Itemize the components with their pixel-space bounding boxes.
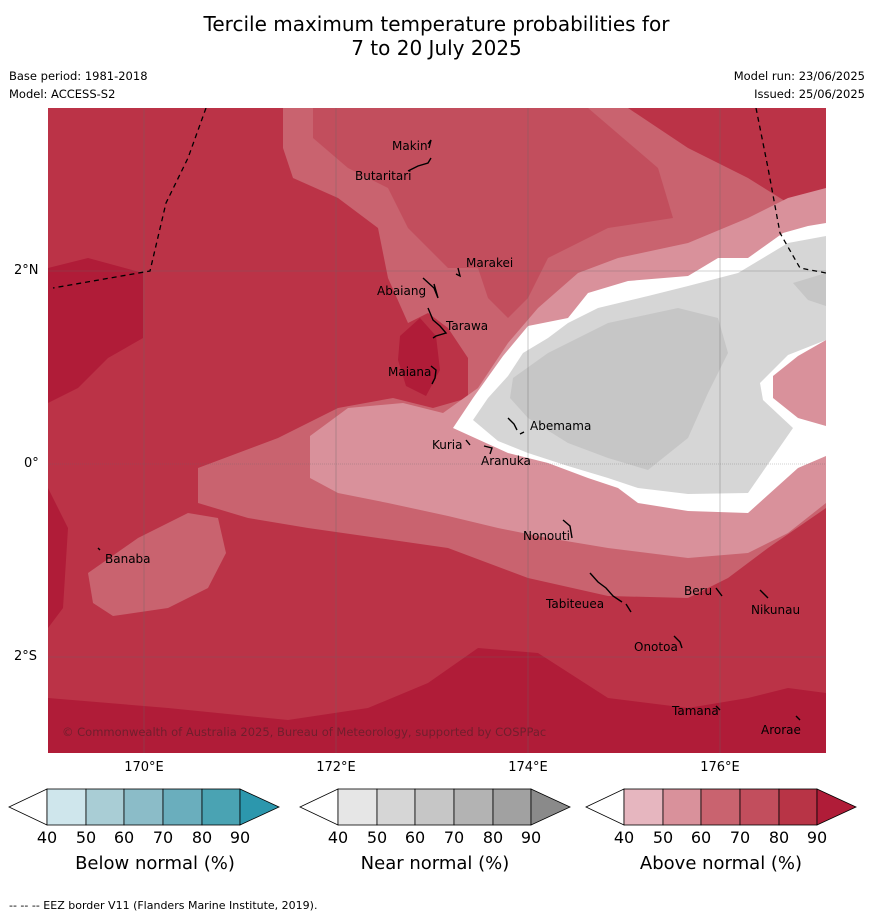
cb-below-swatch-2 bbox=[85, 788, 125, 826]
cb-near-tick-40: 40 bbox=[327, 828, 349, 847]
cb-near-swatch-3 bbox=[414, 788, 455, 826]
island-label-nonouti: Nonouti bbox=[523, 529, 570, 543]
cb-below-swatch-6 bbox=[239, 788, 280, 826]
cb-above-tick-50: 50 bbox=[652, 828, 674, 847]
above-70-patch-banaba bbox=[88, 513, 226, 616]
eez-footer-note: -- -- -- EEZ border V11 (Flanders Marine… bbox=[9, 899, 318, 912]
cb-near-tick-80: 80 bbox=[482, 828, 504, 847]
above-90-region-south bbox=[48, 648, 826, 753]
island-label-nikunau: Nikunau bbox=[751, 603, 800, 617]
above-80-inset bbox=[313, 108, 673, 318]
lon-label-172e: 172°E bbox=[316, 760, 356, 775]
cb-near-swatch-4 bbox=[453, 788, 494, 826]
gridlines bbox=[48, 108, 826, 753]
title-line-2: 7 to 20 July 2025 bbox=[351, 36, 522, 60]
island-label-aranuka: Aranuka bbox=[481, 454, 531, 468]
colorbar-near-normal bbox=[299, 788, 571, 826]
near-normal-high-region-ne bbox=[793, 273, 826, 306]
island-label-abaiang: Abaiang bbox=[377, 284, 426, 298]
cb-above-swatch-6 bbox=[816, 788, 857, 826]
cb-above-swatch-3 bbox=[700, 788, 741, 826]
cb-below-swatch-3 bbox=[123, 788, 164, 826]
island-label-kuria: Kuria bbox=[432, 438, 463, 452]
lon-label-176e: 176°E bbox=[700, 760, 740, 775]
island-label-maiana: Maiana bbox=[388, 365, 431, 379]
base-period: Base period: 1981-2018 bbox=[9, 69, 148, 83]
cb-above-tick-90: 90 bbox=[806, 828, 828, 847]
cb-above-swatch-1 bbox=[623, 788, 664, 826]
island-label-butaritari: Butaritari bbox=[355, 169, 412, 183]
cb-above-tick-80: 80 bbox=[768, 828, 790, 847]
cb-below-tick-70: 70 bbox=[152, 828, 174, 847]
cb-below-swatch-0 bbox=[8, 788, 48, 826]
cb-below-swatch-4 bbox=[162, 788, 203, 826]
issued-date: Issued: 25/06/2025 bbox=[754, 87, 865, 101]
island-label-banaba: Banaba bbox=[105, 552, 151, 566]
cb-near-tick-50: 50 bbox=[366, 828, 388, 847]
cb-above-swatch-4 bbox=[739, 788, 780, 826]
island-label-makin: Makin bbox=[392, 139, 428, 153]
cb-above-swatch-5 bbox=[778, 788, 818, 826]
cb-below-tick-60: 60 bbox=[113, 828, 135, 847]
colorbar-near-swatches bbox=[299, 788, 571, 826]
colorbar-above-swatches bbox=[585, 788, 857, 826]
island-label-marakei: Marakei bbox=[466, 256, 513, 270]
island-outlines bbox=[97, 139, 801, 721]
cb-below-label: Below normal (%) bbox=[75, 853, 235, 874]
cb-above-swatch-2 bbox=[662, 788, 702, 826]
island-labels: Makin Butaritari Marakei Abaiang Tarawa … bbox=[105, 139, 801, 737]
cb-near-swatch-5 bbox=[492, 788, 532, 826]
above-90-region-west bbox=[48, 258, 143, 403]
colorbar-below-normal bbox=[8, 788, 280, 826]
cb-above-label: Above normal (%) bbox=[639, 853, 803, 874]
island-label-arorae: Arorae bbox=[761, 723, 801, 737]
cb-below-tick-80: 80 bbox=[191, 828, 213, 847]
cb-near-swatch-6 bbox=[530, 788, 571, 826]
probability-map: Makin Butaritari Marakei Abaiang Tarawa … bbox=[48, 108, 826, 753]
colorbar-below-swatches bbox=[8, 788, 280, 826]
above-90-region-sw bbox=[48, 488, 68, 628]
island-label-tarawa: Tarawa bbox=[445, 319, 488, 333]
cb-near-tick-70: 70 bbox=[443, 828, 465, 847]
island-label-tamana: Tamana bbox=[671, 704, 719, 718]
cb-near-swatch-2 bbox=[376, 788, 416, 826]
cb-below-swatch-5 bbox=[201, 788, 241, 826]
title-line-1: Tercile maximum temperature probabilitie… bbox=[203, 12, 670, 36]
island-label-onotoa: Onotoa bbox=[634, 640, 678, 654]
lat-label-2n: 2°N bbox=[14, 263, 39, 278]
eez-border bbox=[52, 108, 826, 289]
island-label-abemama: Abemama bbox=[530, 419, 591, 433]
map-title: Tercile maximum temperature probabilitie… bbox=[0, 12, 873, 60]
above-90-region-tarawa bbox=[398, 318, 440, 396]
cb-above-tick-60: 60 bbox=[690, 828, 712, 847]
cb-below-tick-90: 90 bbox=[229, 828, 251, 847]
cb-above-tick-70: 70 bbox=[729, 828, 751, 847]
cb-above-swatch-0 bbox=[585, 788, 625, 826]
cb-below-tick-40: 40 bbox=[36, 828, 58, 847]
lon-label-174e: 174°E bbox=[508, 760, 548, 775]
lat-label-2s: 2°S bbox=[14, 649, 38, 664]
near-normal-high-region bbox=[510, 308, 728, 470]
cb-near-tick-90: 90 bbox=[520, 828, 542, 847]
cb-near-label: Near normal (%) bbox=[360, 853, 510, 874]
cb-below-swatch-1 bbox=[46, 788, 87, 826]
cb-near-swatch-0 bbox=[299, 788, 339, 826]
meta-right: Model run: 23/06/2025 Issued: 25/06/2025 bbox=[734, 67, 865, 103]
lon-label-170e: 170°E bbox=[124, 760, 164, 775]
cb-above-tick-40: 40 bbox=[613, 828, 635, 847]
lat-label-0: 0° bbox=[24, 456, 39, 471]
copyright-text: © Commonwealth of Australia 2025, Bureau… bbox=[62, 725, 546, 739]
cb-below-tick-50: 50 bbox=[75, 828, 97, 847]
cb-near-tick-60: 60 bbox=[404, 828, 426, 847]
meta-left: Base period: 1981-2018 Model: ACCESS-S2 bbox=[9, 67, 148, 103]
model-run: Model run: 23/06/2025 bbox=[733, 69, 865, 83]
cb-near-swatch-1 bbox=[337, 788, 378, 826]
island-label-tabiteuea: Tabiteuea bbox=[545, 597, 604, 611]
island-label-beru: Beru bbox=[684, 584, 712, 598]
model-name: Model: ACCESS-S2 bbox=[9, 87, 116, 101]
colorbar-above-normal bbox=[585, 788, 857, 826]
